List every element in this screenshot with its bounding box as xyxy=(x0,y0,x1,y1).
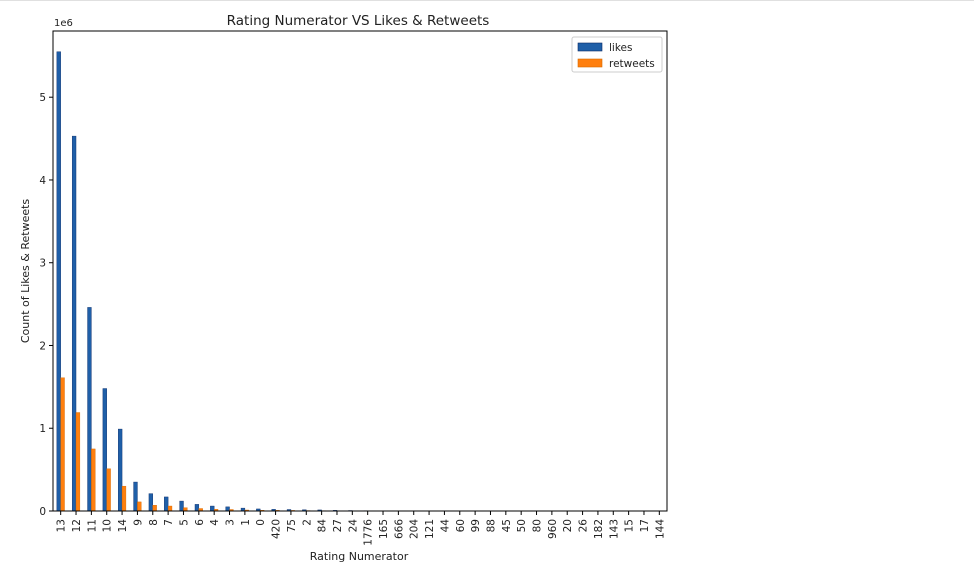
x-tick-label: 84 xyxy=(317,519,329,533)
x-tick-label: 12 xyxy=(71,519,83,532)
x-tick-label: 13 xyxy=(56,519,68,532)
legend-swatch-likes xyxy=(577,42,603,52)
x-tick-label: 960 xyxy=(547,519,559,539)
x-tick-label: 60 xyxy=(455,519,467,532)
y-offset-label: 1e6 xyxy=(54,18,73,29)
legend-label-retweets: retweets xyxy=(609,58,655,70)
bar-retweets-8 xyxy=(152,505,157,512)
x-tick-label: 45 xyxy=(501,519,513,532)
bar-retweets-11 xyxy=(91,448,96,512)
x-tick-label: 165 xyxy=(378,519,390,539)
x-tick-label: 2 xyxy=(301,519,313,526)
x-tick-label: 8 xyxy=(148,519,160,526)
x-tick-label: 17 xyxy=(639,519,651,532)
y-tick-label: 0 xyxy=(39,506,46,518)
x-tick-label: 182 xyxy=(593,519,605,539)
x-tick-label: 27 xyxy=(332,519,344,532)
x-tick-label: 20 xyxy=(562,519,574,532)
x-tick-label: 121 xyxy=(424,519,436,539)
bar-likes-9 xyxy=(133,481,138,512)
y-tick-label: 1 xyxy=(39,423,46,435)
legend: likes retweets xyxy=(571,36,663,73)
bar-retweets-13 xyxy=(60,377,65,512)
bar-likes-11 xyxy=(87,307,92,512)
bar-likes-7 xyxy=(164,496,169,512)
bar-likes-5 xyxy=(179,500,184,512)
x-tick-label: 26 xyxy=(578,519,590,533)
x-tick-label: 0 xyxy=(255,519,267,526)
x-tick-label: 666 xyxy=(393,519,405,539)
bar-likes-10 xyxy=(102,388,107,512)
x-tick-label: 24 xyxy=(347,519,359,533)
x-tick-label: 44 xyxy=(439,519,451,533)
y-tick-label: 2 xyxy=(39,340,46,352)
top-divider xyxy=(0,0,974,1)
bar-retweets-14 xyxy=(121,485,127,512)
x-tick-label: 144 xyxy=(654,519,666,539)
chart-title: Rating Numerator VS Likes & Retweets xyxy=(227,13,490,29)
bar-likes-8 xyxy=(148,493,153,512)
bar-retweets-10 xyxy=(106,468,111,512)
bar-likes-4 xyxy=(210,505,215,512)
x-tick-label: 5 xyxy=(178,519,190,526)
x-tick-label: 99 xyxy=(470,519,482,532)
x-tick-label: 7 xyxy=(163,519,175,526)
plot-frame xyxy=(52,30,668,512)
y-tick-label: 4 xyxy=(39,175,46,187)
bar-likes-6 xyxy=(194,504,200,512)
x-tick-label: 420 xyxy=(271,519,283,539)
x-tick-label: 75 xyxy=(286,519,298,532)
x-tick-label: 1 xyxy=(240,519,252,526)
x-tick-label: 6 xyxy=(194,519,206,526)
x-tick-label: 80 xyxy=(532,519,544,532)
y-tick-label: 5 xyxy=(39,92,46,104)
x-tick-label: 143 xyxy=(608,519,620,539)
x-tick-label: 3 xyxy=(225,519,237,526)
legend-swatch-retweets xyxy=(577,58,603,68)
x-tick-label: 11 xyxy=(86,519,98,532)
x-axis-label: Rating Numerator xyxy=(310,550,409,563)
bar-retweets-12 xyxy=(75,412,81,512)
bars xyxy=(56,51,664,512)
x-tick-label: 4 xyxy=(209,519,221,526)
bar-likes-12 xyxy=(71,135,77,512)
bar-retweets-9 xyxy=(137,501,142,512)
x-tick-label: 9 xyxy=(132,519,144,526)
bar-retweets-7 xyxy=(167,505,173,512)
tick-marks xyxy=(49,96,660,515)
x-tick-label: 204 xyxy=(409,519,421,539)
bar-likes-3 xyxy=(225,506,230,512)
x-tick-label: 14 xyxy=(117,519,129,533)
bar-likes-14 xyxy=(118,428,123,512)
y-tick-label: 3 xyxy=(39,258,46,270)
x-tick-label: 88 xyxy=(485,519,497,532)
x-tick-label: 15 xyxy=(624,519,636,532)
x-tick-label: 10 xyxy=(102,519,114,532)
bar-likes-13 xyxy=(56,51,61,512)
x-tick-label: 1776 xyxy=(363,519,375,546)
x-tick-label: 50 xyxy=(516,519,528,532)
legend-label-likes: likes xyxy=(609,42,632,54)
y-axis-label: Count of Likes & Retweets xyxy=(19,199,32,344)
